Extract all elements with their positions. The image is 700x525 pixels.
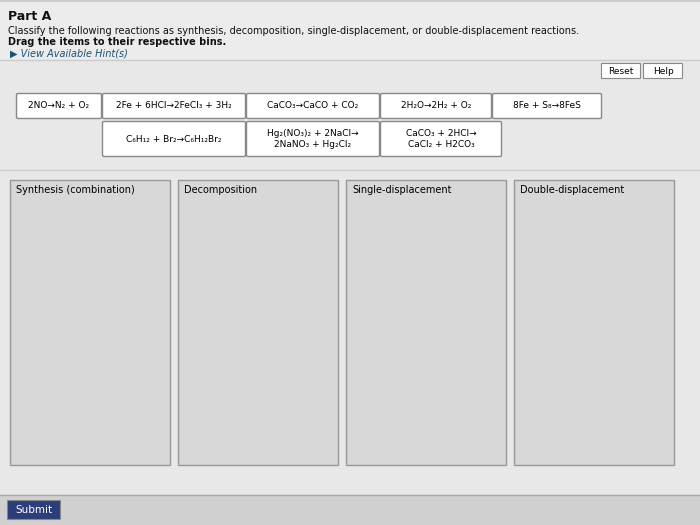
Bar <box>346 180 506 465</box>
Bar <box>0 0 700 120</box>
FancyBboxPatch shape <box>246 121 379 156</box>
Text: 2NaNO₃ + Hg₂Cl₂: 2NaNO₃ + Hg₂Cl₂ <box>274 140 351 149</box>
Bar <box>10 180 170 465</box>
FancyBboxPatch shape <box>601 64 640 79</box>
Text: Drag the items to their respective bins.: Drag the items to their respective bins. <box>8 37 226 47</box>
Text: Submit: Submit <box>15 505 52 515</box>
Bar <box>0 60 700 495</box>
Text: Help: Help <box>652 67 673 76</box>
Text: Hg₂(NO₃)₂ + 2NaCl→: Hg₂(NO₃)₂ + 2NaCl→ <box>267 129 359 138</box>
Text: Part A: Part A <box>8 10 51 23</box>
FancyBboxPatch shape <box>381 121 501 156</box>
Text: C₆H₁₂ + Br₂→C₆H₁₂Br₂: C₆H₁₂ + Br₂→C₆H₁₂Br₂ <box>126 134 222 143</box>
Text: Reset: Reset <box>608 67 634 76</box>
FancyBboxPatch shape <box>102 121 246 156</box>
Text: 8Fe + S₈→8FeS: 8Fe + S₈→8FeS <box>513 101 581 110</box>
Text: 2NO→N₂ + O₂: 2NO→N₂ + O₂ <box>29 101 90 110</box>
FancyBboxPatch shape <box>381 93 491 119</box>
Text: Synthesis (combination): Synthesis (combination) <box>16 185 134 195</box>
Text: CaCO₃ + 2HCl→: CaCO₃ + 2HCl→ <box>406 129 476 138</box>
Text: Single-displacement: Single-displacement <box>352 185 452 195</box>
Text: 2H₂O→2H₂ + O₂: 2H₂O→2H₂ + O₂ <box>401 101 471 110</box>
FancyBboxPatch shape <box>643 64 682 79</box>
FancyBboxPatch shape <box>102 93 246 119</box>
FancyBboxPatch shape <box>8 500 60 520</box>
Bar <box>178 180 338 465</box>
Text: CaCO₃→CaCO + CO₂: CaCO₃→CaCO + CO₂ <box>267 101 358 110</box>
FancyBboxPatch shape <box>493 93 601 119</box>
Text: ▶ View Available Hint(s): ▶ View Available Hint(s) <box>10 49 128 59</box>
Text: Classify the following reactions as synthesis, decomposition, single-displacemen: Classify the following reactions as synt… <box>8 26 579 36</box>
Bar <box>514 180 674 465</box>
Text: CaCl₂ + H2CO₃: CaCl₂ + H2CO₃ <box>407 140 475 149</box>
FancyBboxPatch shape <box>246 93 379 119</box>
Text: Decomposition: Decomposition <box>184 185 257 195</box>
FancyBboxPatch shape <box>17 93 102 119</box>
Text: 2Fe + 6HCl→2FeCl₃ + 3H₂: 2Fe + 6HCl→2FeCl₃ + 3H₂ <box>116 101 232 110</box>
Text: Double-displacement: Double-displacement <box>520 185 624 195</box>
Bar <box>0 495 700 525</box>
